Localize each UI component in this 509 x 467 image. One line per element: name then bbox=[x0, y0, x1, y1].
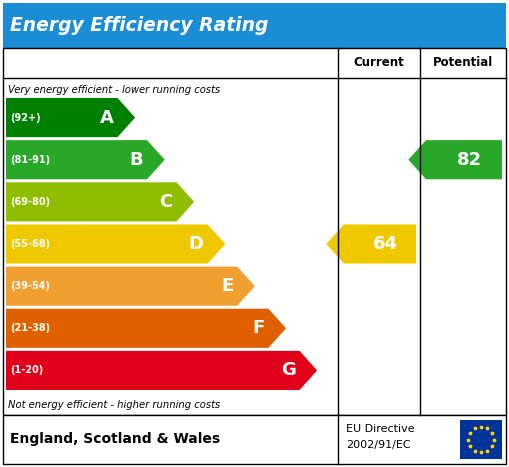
Text: E: E bbox=[221, 277, 233, 295]
Polygon shape bbox=[6, 309, 286, 348]
Text: 64: 64 bbox=[373, 235, 398, 253]
Polygon shape bbox=[6, 267, 255, 306]
Text: Very energy efficient - lower running costs: Very energy efficient - lower running co… bbox=[8, 85, 220, 95]
Text: Energy Efficiency Rating: Energy Efficiency Rating bbox=[10, 16, 268, 35]
Text: (55-68): (55-68) bbox=[10, 239, 50, 249]
Polygon shape bbox=[326, 225, 416, 263]
Text: (69-80): (69-80) bbox=[10, 197, 50, 207]
Polygon shape bbox=[6, 351, 317, 390]
Text: Potential: Potential bbox=[433, 57, 493, 70]
Bar bbox=[3, 3, 506, 48]
Polygon shape bbox=[6, 98, 135, 137]
Text: (39-54): (39-54) bbox=[10, 281, 50, 291]
Text: (21-38): (21-38) bbox=[10, 323, 50, 333]
Text: C: C bbox=[159, 193, 173, 211]
Text: F: F bbox=[252, 319, 264, 337]
Text: Current: Current bbox=[354, 57, 404, 70]
Text: D: D bbox=[189, 235, 204, 253]
Text: England, Scotland & Wales: England, Scotland & Wales bbox=[10, 432, 220, 446]
Bar bbox=[3, 48, 506, 415]
Text: B: B bbox=[129, 151, 143, 169]
Text: (1-20): (1-20) bbox=[10, 366, 43, 375]
Polygon shape bbox=[6, 140, 164, 179]
Polygon shape bbox=[408, 140, 502, 179]
Text: Not energy efficient - higher running costs: Not energy efficient - higher running co… bbox=[8, 400, 220, 410]
Text: EU Directive: EU Directive bbox=[346, 424, 415, 434]
Bar bbox=[460, 420, 502, 459]
Text: (81-91): (81-91) bbox=[10, 155, 50, 165]
Polygon shape bbox=[6, 182, 194, 221]
Text: 82: 82 bbox=[457, 151, 482, 169]
Bar bbox=[3, 415, 506, 464]
Text: A: A bbox=[100, 108, 114, 127]
Text: (92+): (92+) bbox=[10, 113, 41, 122]
Text: G: G bbox=[280, 361, 296, 379]
Text: 2002/91/EC: 2002/91/EC bbox=[346, 440, 411, 450]
Polygon shape bbox=[6, 225, 225, 263]
